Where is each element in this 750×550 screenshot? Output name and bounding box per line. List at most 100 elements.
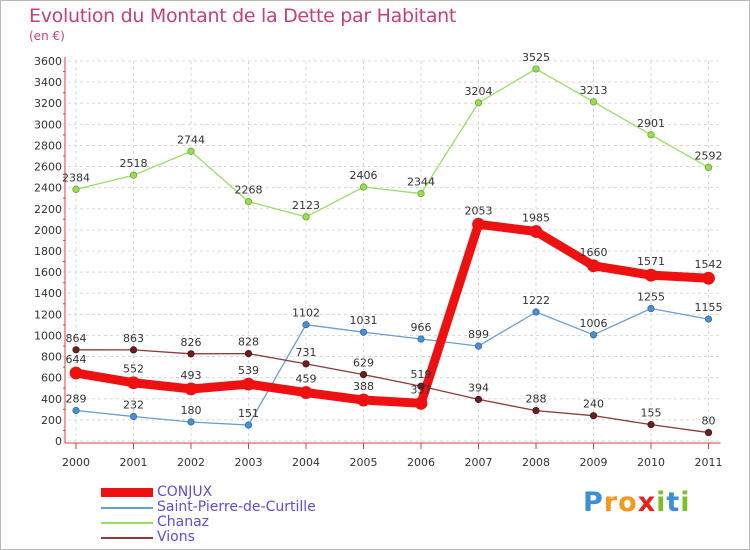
data-point: [187, 418, 195, 426]
legend-swatch: [101, 521, 153, 524]
data-point: [299, 386, 313, 399]
data-point: [302, 360, 310, 368]
data-point: [532, 65, 540, 73]
data-point: [589, 98, 598, 106]
data-label: 1985: [522, 211, 550, 224]
data-point: [472, 217, 485, 231]
data-label: 1006: [580, 317, 608, 330]
logo-letter: t: [666, 487, 681, 518]
legend-swatch: [101, 488, 153, 497]
legend-item: Vions: [101, 530, 316, 545]
data-point: [414, 396, 428, 410]
x-tick-label: 2000: [62, 456, 90, 469]
x-tick-label: 2006: [407, 456, 435, 469]
data-point: [647, 421, 655, 429]
data-label: 629: [353, 357, 374, 370]
data-label: 966: [411, 321, 432, 334]
legend-item: Chanaz: [101, 515, 316, 530]
data-label: 1222: [522, 294, 550, 307]
data-point: [529, 225, 543, 238]
data-point: [417, 335, 425, 343]
y-tick-label: 1600: [34, 266, 62, 279]
x-tick-label: 2005: [350, 456, 378, 469]
data-point: [647, 131, 655, 139]
data-point: [69, 366, 83, 380]
data-label: 1542: [695, 258, 723, 271]
data-point: [129, 412, 138, 421]
data-label: 151: [238, 407, 259, 420]
logo-letter: P: [583, 487, 604, 518]
data-point: [589, 412, 598, 420]
y-tick-label: 3600: [34, 55, 62, 68]
data-point: [72, 185, 80, 193]
data-point: [532, 308, 540, 316]
data-label: 493: [181, 369, 202, 382]
data-point: [302, 213, 310, 221]
data-label: 3204: [465, 85, 493, 98]
series-line-1: [75, 307, 710, 426]
data-label: 180: [181, 404, 202, 417]
y-tick-label: 400: [41, 393, 62, 406]
legend-swatch: [101, 536, 153, 539]
logo-letter: o: [618, 487, 638, 518]
x-tick-label: 2010: [637, 456, 665, 469]
data-labels: 644 552 493 539 459 388 357 2053 1985 1660 1571 154…: [62, 51, 723, 428]
y-tick-label: 1000: [34, 329, 62, 342]
data-label: 2744: [177, 133, 205, 146]
data-point: [644, 268, 658, 282]
data-label: 2901: [637, 117, 665, 130]
data-point: [129, 346, 138, 354]
data-point: [474, 99, 483, 107]
data-label: 519: [411, 368, 432, 381]
data-point: [187, 147, 195, 155]
axes: 0 200 400 600 800 1000 1200 1400 1600 1800 2000 220…: [34, 55, 723, 469]
data-label: 899: [468, 328, 489, 341]
data-point: [702, 271, 715, 285]
data-point: [129, 171, 138, 179]
data-label: 539: [238, 364, 259, 377]
series-line-0: [71, 219, 713, 408]
data-label: 552: [123, 363, 144, 376]
x-tick-label: 2003: [235, 456, 263, 469]
data-point: [587, 259, 600, 273]
data-label: 388: [353, 380, 374, 393]
y-tick-label: 2000: [34, 224, 62, 237]
data-label: 863: [123, 332, 144, 345]
data-label: 2406: [350, 169, 378, 182]
y-tick-label: 200: [41, 414, 62, 427]
data-label: 731: [296, 346, 317, 359]
y-tick-label: 3400: [34, 76, 62, 89]
data-point: [242, 377, 255, 391]
logo-letter: i: [680, 487, 691, 518]
data-label: 394: [468, 381, 489, 394]
series-lines: [71, 68, 713, 434]
x-tick-label: 2001: [120, 456, 148, 469]
data-point: [359, 328, 368, 336]
y-tick-label: 2600: [34, 161, 62, 174]
data-label: 2518: [120, 157, 148, 170]
x-tick-label: 2009: [580, 456, 608, 469]
data-label: 2123: [292, 199, 320, 212]
y-tick-label: 2200: [34, 203, 62, 216]
data-point: [184, 382, 198, 396]
y-tick-label: 3000: [34, 118, 62, 131]
y-tick-label: 1400: [34, 287, 62, 300]
data-point: [302, 321, 310, 329]
data-label: 289: [66, 392, 87, 405]
data-label: 3525: [522, 51, 550, 64]
data-point: [474, 395, 483, 404]
data-label: 2268: [235, 184, 263, 197]
data-point: [417, 189, 425, 198]
data-point: [647, 304, 655, 313]
logo-letter: x: [637, 487, 657, 518]
data-point: [704, 428, 713, 437]
data-label: 2053: [465, 204, 493, 217]
y-tick-label: 1800: [34, 245, 62, 258]
data-label: 1571: [637, 255, 665, 268]
data-label: 828: [238, 336, 259, 349]
x-tick-label: 2007: [465, 456, 493, 469]
data-label: 288: [526, 393, 547, 406]
data-label: 644: [66, 353, 87, 366]
y-tick-label: 800: [41, 351, 62, 364]
y-tick-label: 2400: [34, 182, 62, 195]
